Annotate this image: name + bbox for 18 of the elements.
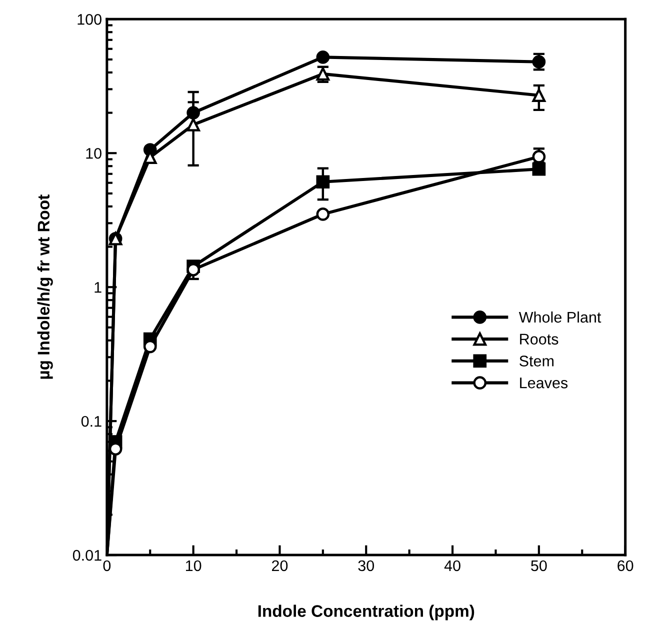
x-tick-label: 10	[186, 560, 202, 572]
legend-label: Leaves	[520, 378, 568, 388]
y-tick-label: 1	[94, 282, 102, 293]
legend-label: Roots	[520, 334, 558, 345]
y-tick-label: 100	[78, 14, 102, 25]
y-tick-label: 0.01	[72, 550, 102, 561]
x-tick-label: 20	[272, 560, 288, 572]
x-tick-label: 30	[358, 560, 374, 572]
legend-label: Stem	[520, 356, 554, 366]
x-tick-label: 40	[444, 560, 460, 572]
x-tick-label: 60	[618, 560, 634, 572]
x-tick-label: 50	[531, 560, 547, 572]
legend-label: Whole Plant	[518, 311, 602, 323]
y-tick-label: 10	[86, 148, 102, 159]
x-tick-label: 0	[103, 560, 111, 572]
y-axis-title: µg Indole/h/g fr wt Root	[37, 194, 53, 379]
x-axis-title: Indole Concentration (ppm)	[258, 604, 474, 620]
y-tick-label: 0.1	[81, 416, 102, 427]
